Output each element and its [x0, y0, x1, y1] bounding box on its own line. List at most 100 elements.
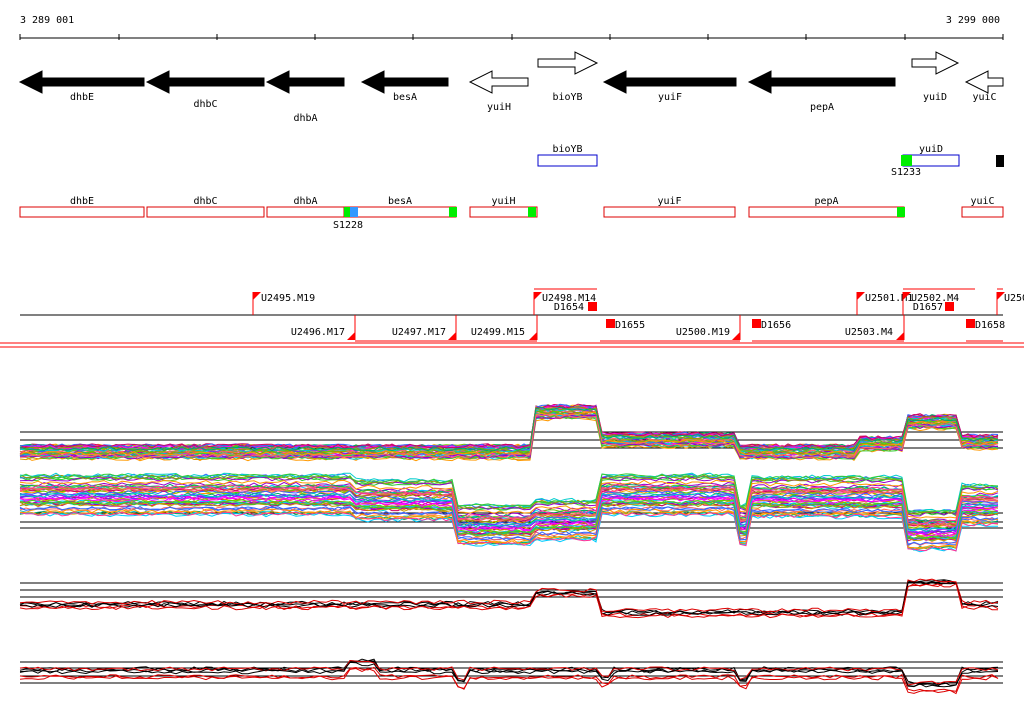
segment-D1656[interactable]: D1656: [752, 319, 791, 331]
signal-profile: [19, 476, 999, 517]
segment-marker: [606, 319, 615, 328]
segment-U2499.M15[interactable]: U2499.M15: [471, 315, 538, 340]
segment-label: D1657: [913, 302, 943, 313]
transcript-box: [343, 206, 457, 218]
gene-label: yuiC: [972, 92, 996, 103]
segment-label: U2498.M14: [542, 293, 596, 304]
site-marker: [350, 207, 358, 217]
gene-yuiD[interactable]: yuiD: [911, 51, 960, 103]
signal-profile: [19, 496, 999, 537]
gene-bioYB[interactable]: bioYB: [537, 51, 599, 103]
signal-profile: [19, 506, 999, 547]
segment-label: U2495.M19: [261, 293, 315, 304]
signal-profile: [19, 479, 999, 519]
segment-U2500.M19[interactable]: U2500.M19: [676, 315, 741, 340]
segment-U2497.M17[interactable]: U2497.M17: [392, 315, 457, 340]
segment-U2498.M14[interactable]: U2498.M14: [533, 292, 596, 315]
signal-profile: [19, 403, 999, 449]
gene-yuiC[interactable]: yuiC: [964, 70, 1004, 103]
gene-dhbE[interactable]: dhbE: [18, 70, 145, 103]
signal-profile: [19, 512, 998, 553]
forward-mean-panel: [19, 578, 1003, 619]
segment-label: D1655: [615, 320, 645, 331]
signal-profile: [19, 403, 999, 449]
signal-profile: [19, 408, 999, 453]
signal-profile: [19, 666, 999, 692]
transcript-box: [146, 206, 265, 218]
signal-profile: [19, 490, 999, 531]
segment-D1657[interactable]: D1657: [913, 302, 954, 313]
segment-U2495.M19[interactable]: U2495.M19: [252, 292, 315, 315]
segment-U2502.M4[interactable]: U2502.M4: [902, 292, 959, 315]
site-marker: [528, 207, 536, 217]
reverse-mean-panel: [19, 658, 1003, 695]
gene-besA[interactable]: besA: [360, 70, 449, 103]
segment-flag: [347, 332, 355, 340]
signal-profile: [19, 505, 999, 546]
signal-profile: [19, 502, 999, 542]
segment-flag: [997, 292, 1005, 300]
segment-D1658[interactable]: D1658: [966, 319, 1005, 331]
site-marker: [996, 155, 1004, 167]
reverse-transcript-yuiH[interactable]: yuiH: [469, 196, 538, 218]
gene-arrow: [964, 70, 1004, 94]
reverse-transcript-dhbC[interactable]: dhbC: [146, 196, 265, 218]
segment-label: U2503.M4: [845, 327, 893, 338]
segment-marker: [588, 302, 597, 311]
signal-profile: [19, 404, 999, 449]
forward-transcript-bioYB[interactable]: bioYB: [537, 144, 598, 167]
gene-label: dhbE: [70, 92, 94, 103]
signal-profile: [19, 404, 999, 450]
segment-label: U2499.M15: [471, 327, 525, 338]
signal-profile: [19, 403, 999, 449]
segment-marker: [752, 319, 761, 328]
reverse-transcript-besA[interactable]: besA: [343, 196, 457, 218]
segment-D1655[interactable]: D1655: [606, 319, 645, 331]
forward-signal-panel: [19, 403, 1003, 462]
gene-label: dhbC: [193, 99, 217, 110]
segment-U2503.M4[interactable]: U2503.M4: [845, 315, 905, 340]
gene-yuiF[interactable]: yuiF: [602, 70, 737, 103]
signal-profile: [19, 406, 999, 452]
gene-yuiH[interactable]: yuiH: [468, 70, 529, 113]
segment-marker: [966, 319, 975, 328]
gene-dhbC[interactable]: dhbC: [145, 70, 265, 110]
gene-arrow: [602, 70, 737, 94]
signal-profile: [19, 661, 999, 688]
reverse-transcript-pepA[interactable]: pepA: [748, 196, 905, 218]
transcript-label: dhbE: [70, 196, 94, 207]
signal-profile: [19, 473, 999, 513]
gene-dhbA[interactable]: dhbA: [265, 70, 345, 124]
segment-label: D1654: [554, 302, 584, 313]
reverse-transcript-yuiF[interactable]: yuiF: [603, 196, 736, 218]
segment-D1654[interactable]: D1654: [554, 302, 597, 313]
site-marker: [449, 207, 457, 217]
transcript-label: bioYB: [552, 144, 582, 155]
signal-profile: [19, 667, 999, 695]
reverse-transcript-dhbE[interactable]: dhbE: [19, 196, 145, 218]
segment-U2501.M1[interactable]: U2501.M1: [856, 292, 913, 315]
site-marker: [897, 207, 905, 217]
transcript-box: [537, 154, 598, 167]
coordinate-ruler: 3 289 001 3 299 000: [19, 15, 1004, 40]
segment-label: U250: [1004, 293, 1024, 304]
gene-label: yuiH: [487, 102, 511, 113]
gene-arrow: [468, 70, 529, 94]
transcript-label: dhbC: [193, 196, 217, 207]
signal-profile: [19, 498, 999, 539]
signal-profile: [19, 406, 999, 452]
gene-pepA[interactable]: pepA: [747, 70, 896, 113]
signal-profile: [19, 581, 999, 616]
reverse-transcript-yuiC[interactable]: yuiC: [961, 196, 1004, 218]
segment-U250[interactable]: U250: [996, 292, 1024, 315]
reverse-transcript-track: dhbE dhbC dhbA besA yuiH yuiF pepA yuiC S1228: [19, 196, 1004, 231]
gene-label: besA: [393, 92, 417, 103]
segment-U2496.M17[interactable]: U2496.M17: [291, 315, 356, 340]
reverse-transcript-dhbA[interactable]: dhbA: [266, 196, 345, 218]
transcript-box: [603, 206, 736, 218]
segment-flag: [857, 292, 865, 300]
segment-flag: [903, 292, 911, 300]
signal-profile: [19, 493, 998, 533]
site-marker: [344, 207, 352, 217]
segment-flag: [529, 332, 537, 340]
